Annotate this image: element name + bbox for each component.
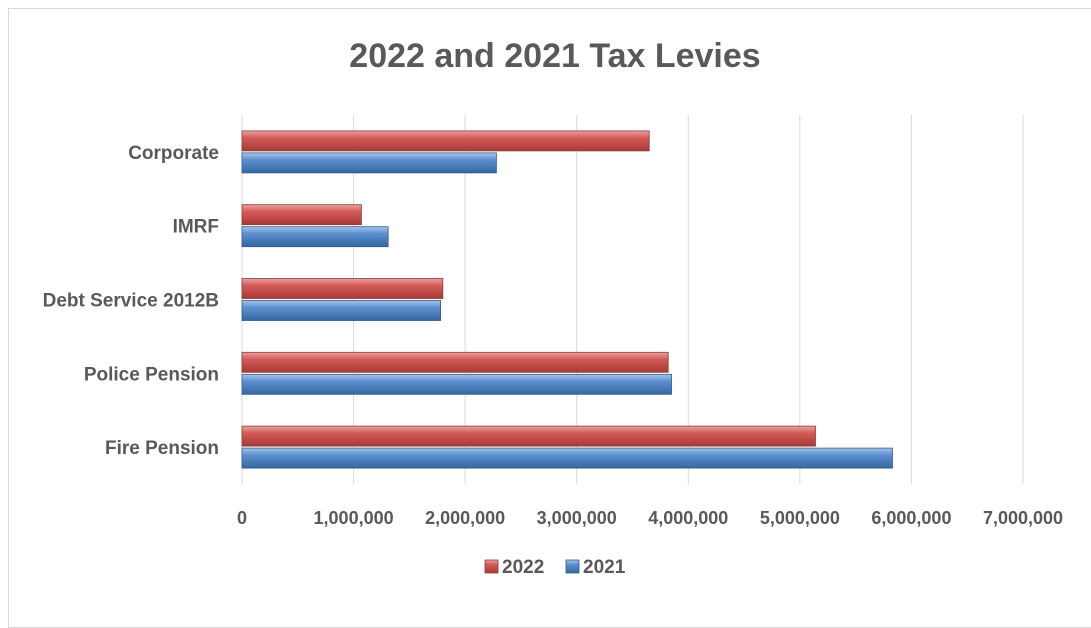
bar-2022-corporate [241,130,650,152]
category-label: Police Pension [84,364,219,385]
legend-swatch-2021 [565,559,580,574]
legend-swatch-2022 [484,559,499,574]
legend-label-2022: 2022 [502,557,544,578]
x-tick-label: 5,000,000 [760,508,840,528]
bar-2022-debt-service-2012b [241,278,444,299]
x-tick-label: 0 [237,508,247,528]
x-tick-label: 4,000,000 [648,508,728,528]
chart-title: 2022 and 2021 Tax Levies [349,37,760,75]
x-tick-label: 6,000,000 [871,508,951,528]
gridlines [241,115,1024,484]
x-tick-label: 2,000,000 [425,508,505,528]
legend-label-2021: 2021 [583,557,626,578]
x-tick-label: 7,000,000 [983,508,1063,528]
x-tick-label: 3,000,000 [537,508,617,528]
chart-frame: 2022 and 2021 Tax Levies Corporate IMRF De… [8,8,1091,628]
category-label: Fire Pension [105,438,219,459]
tax-levies-chart: 2022 and 2021 Tax Levies Corporate IMRF De… [43,37,1063,578]
x-tick-label: 1,000,000 [314,508,394,528]
category-label: IMRF [173,217,219,238]
category-label: Debt Service 2012B [43,291,219,312]
bar-2022-fire-pension [241,425,816,447]
bar-2022-police-pension [241,351,669,373]
bar-2021-imrf [241,226,389,248]
x-tick-labels: 0 1,000,000 2,000,000 3,000,000 4,000,000 5,0… [237,508,1063,528]
bar-2021-fire-pension [241,447,893,469]
bars [241,130,893,469]
bar-2021-police-pension [241,373,672,395]
bar-2021-corporate [241,152,497,174]
bar-2022-imrf [241,204,362,226]
category-label: Corporate [128,143,219,164]
legend: 2022 2021 [484,557,626,578]
category-labels: Corporate IMRF Debt Service 2012B Police Pe… [43,143,219,459]
bar-2021-debt-service-2012b [241,300,441,321]
